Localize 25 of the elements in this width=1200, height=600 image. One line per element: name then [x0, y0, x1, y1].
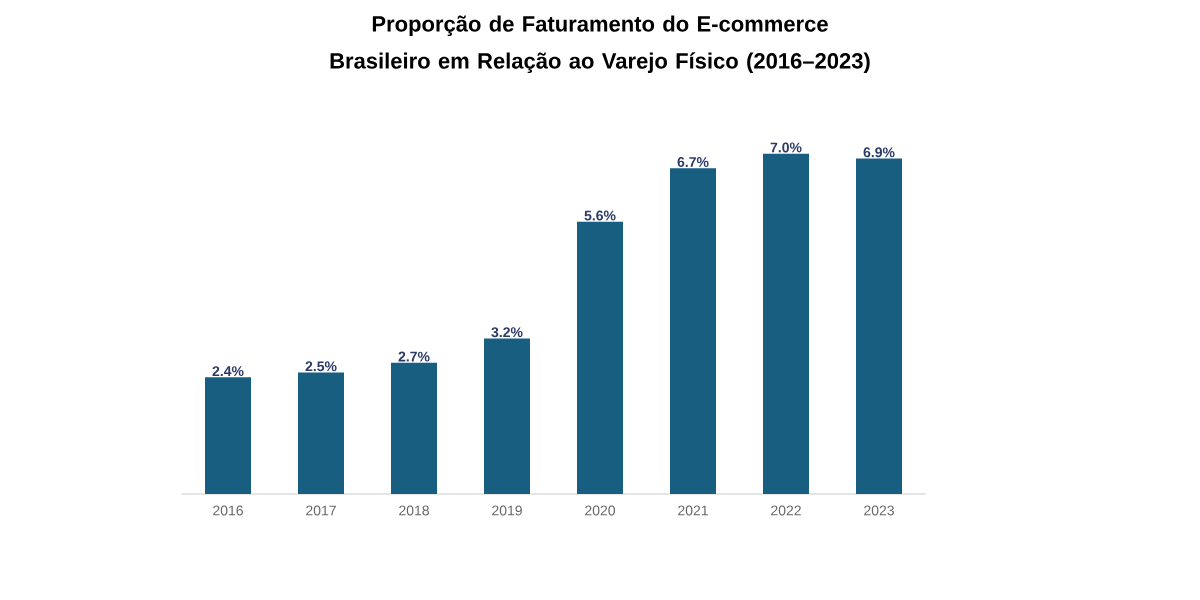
data-label: 2.5% [305, 361, 337, 372]
x-tick-label: 2022 [771, 505, 801, 516]
bar [205, 377, 251, 494]
x-tick-label: 2018 [399, 505, 429, 516]
x-tick-label: 2023 [864, 505, 894, 516]
data-label: 3.2% [491, 327, 523, 338]
data-label: 6.7% [677, 157, 709, 167]
bar [763, 153, 809, 494]
x-tick-label: 2017 [306, 505, 336, 516]
bar [577, 221, 623, 494]
data-label: 5.6% [584, 210, 616, 221]
bar [298, 372, 344, 494]
x-tick-label: 2016 [213, 505, 243, 516]
data-label: 2.7% [398, 351, 430, 362]
x-tick-label: 2021 [678, 505, 708, 516]
data-label: 2.4% [212, 366, 244, 377]
bar [670, 168, 716, 494]
bar [856, 158, 902, 494]
chart-title: Proporção de Faturamento do E-commerce Brasileiro em Relação ao Varejo Físico (2016–2023) [330, 15, 870, 74]
x-tick-label: 2020 [585, 505, 616, 516]
data-label: 6.9% [863, 147, 895, 158]
x-tick-label: 2019 [492, 505, 522, 516]
bar [391, 362, 437, 494]
data-label: 7.0% [770, 142, 802, 153]
bar [484, 338, 530, 494]
